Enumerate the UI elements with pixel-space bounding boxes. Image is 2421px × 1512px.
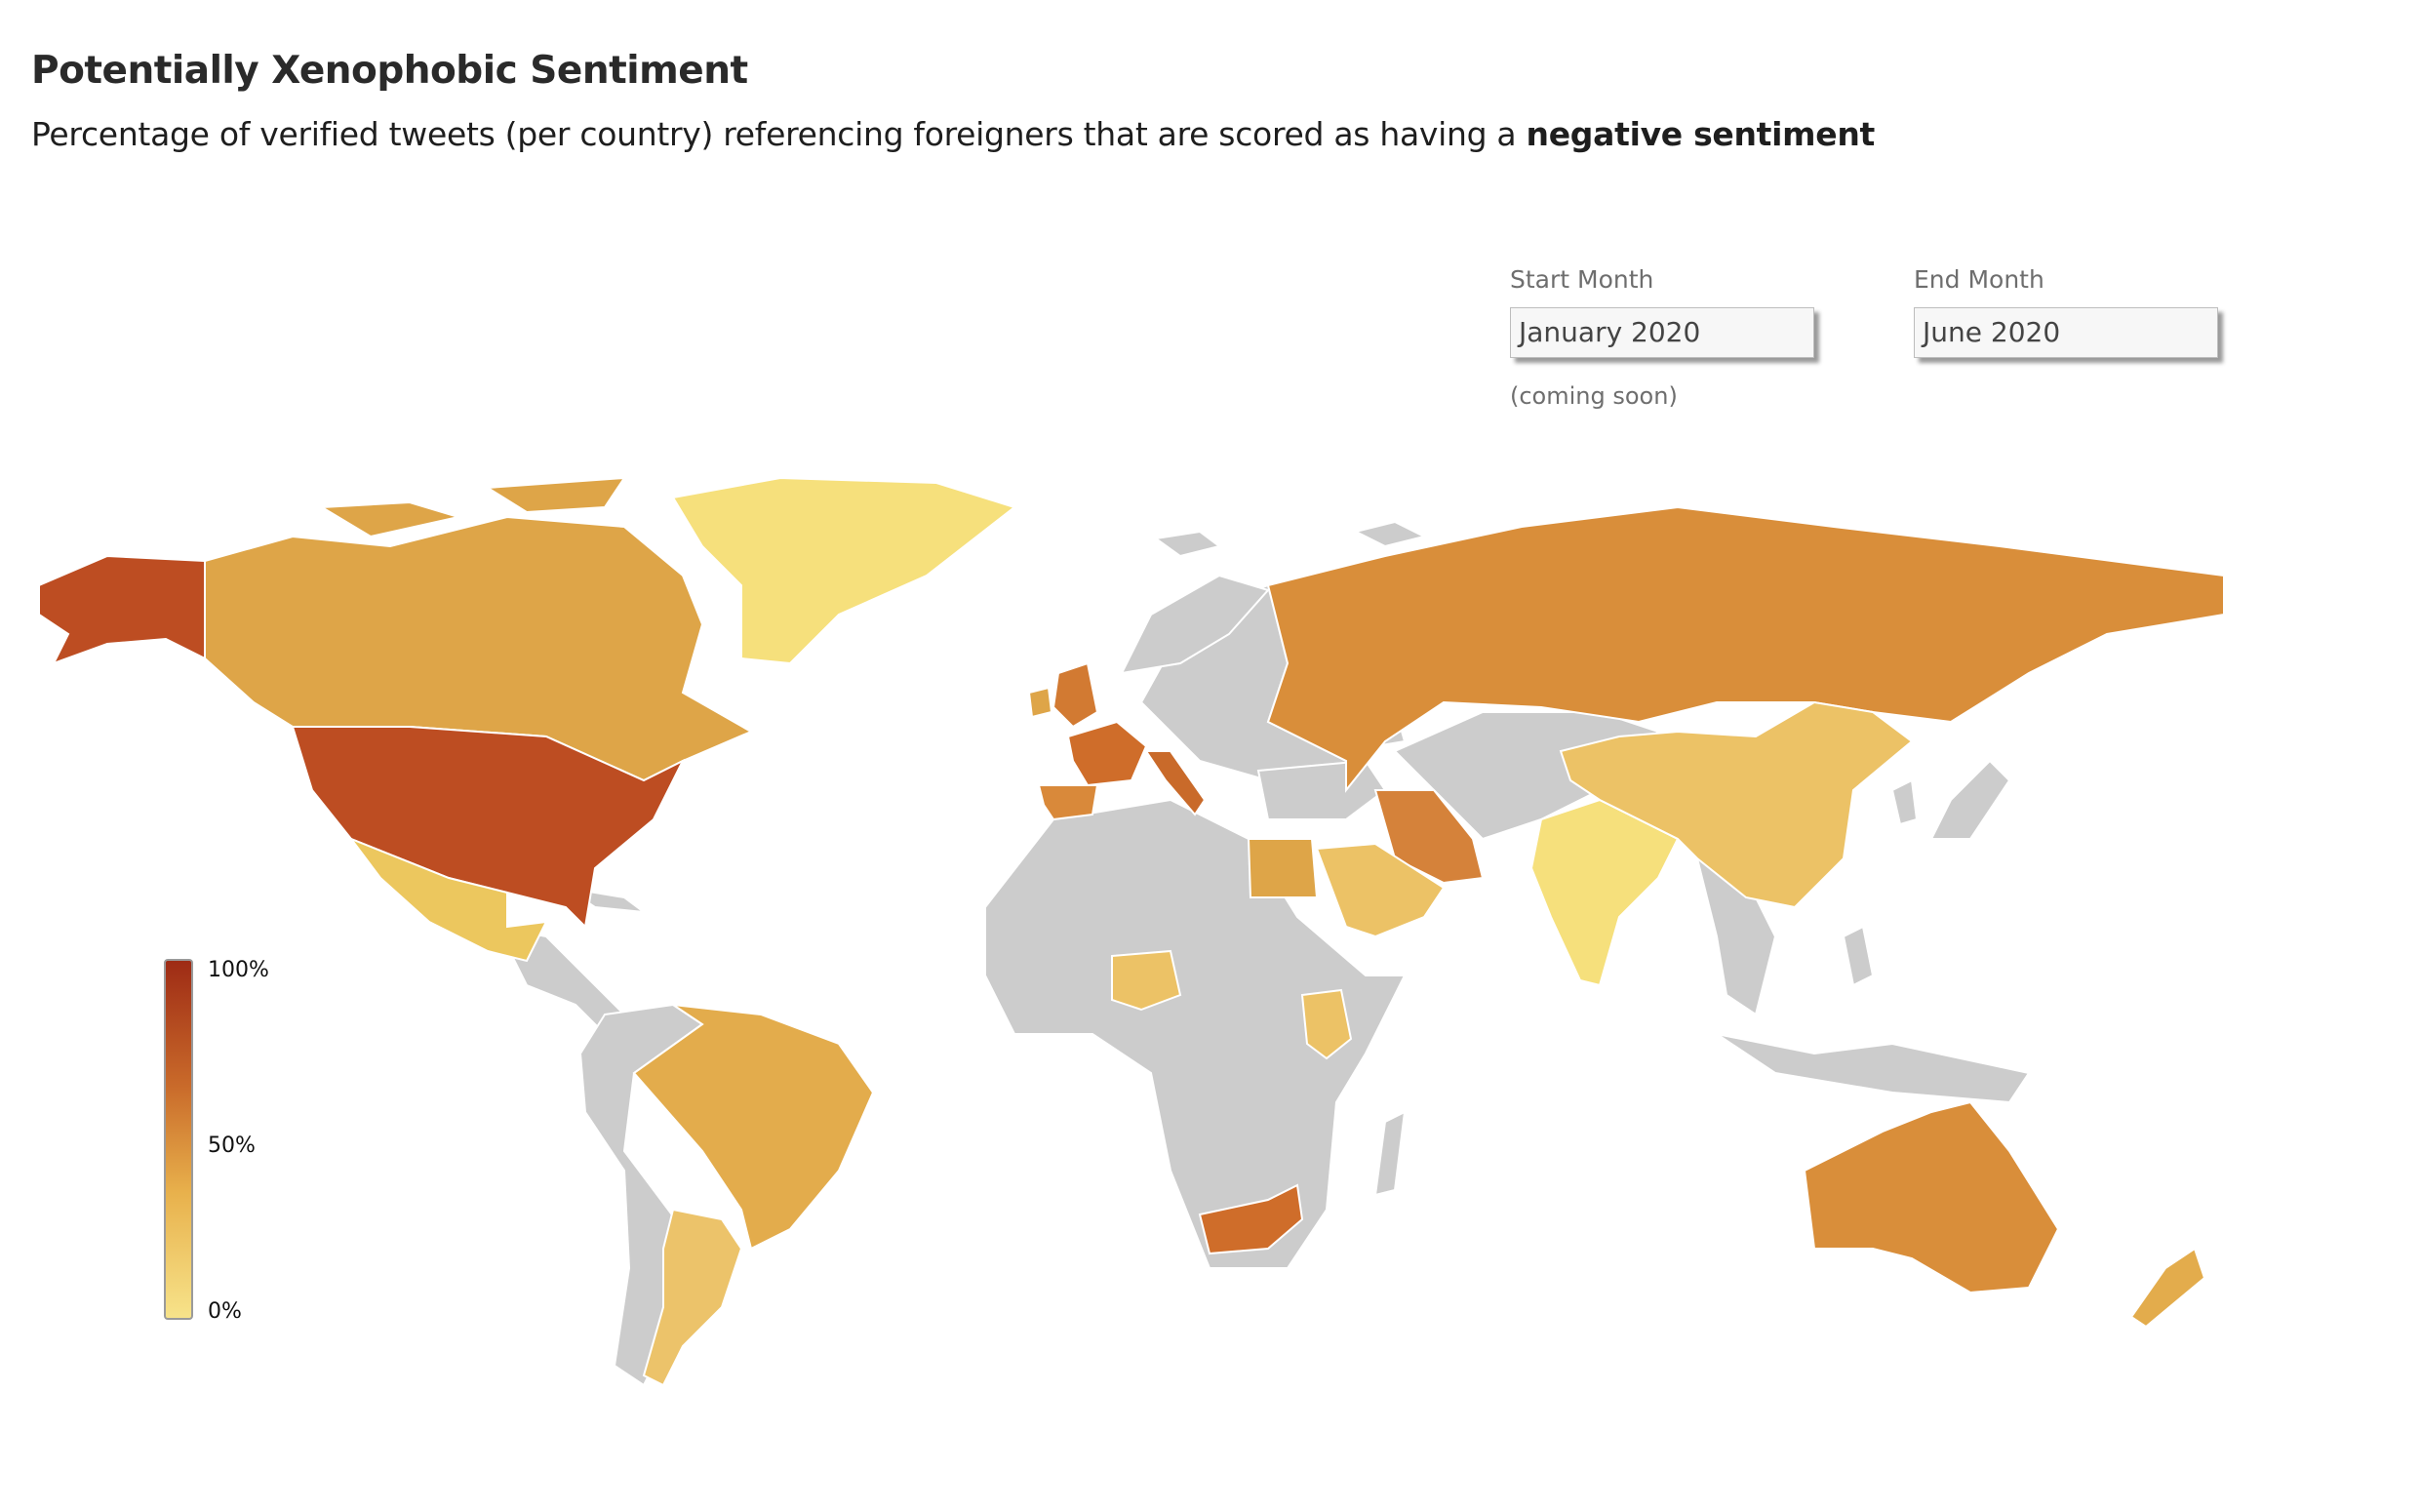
- country-brazil[interactable]: [632, 1004, 875, 1251]
- legend-tick-0: 0%: [208, 1299, 242, 1324]
- subtitle-emphasis: negative sentiment: [1526, 115, 1876, 153]
- end-month-label: End Month: [1914, 265, 2044, 294]
- region-scandinavia: [1120, 574, 1270, 675]
- country-argentina[interactable]: [642, 1208, 743, 1387]
- country-australia[interactable]: [1803, 1100, 2060, 1294]
- subtitle-text: Percentage of verified tweets (per count…: [31, 115, 1527, 153]
- world-map: [38, 476, 2225, 1387]
- country-mexico[interactable]: [348, 836, 548, 963]
- legend-color-scale: [164, 959, 193, 1320]
- country-new-zealand[interactable]: [2129, 1247, 2206, 1329]
- country-canada-arctic-islands[interactable]: [318, 476, 626, 538]
- country-italy[interactable]: [1144, 750, 1207, 816]
- end-month-select[interactable]: June 2020: [1914, 307, 2218, 358]
- start-month-label: Start Month: [1510, 265, 1654, 294]
- region-middle-east: [1256, 759, 1387, 820]
- country-canada[interactable]: [204, 515, 754, 782]
- region-africa: [984, 798, 1407, 1269]
- legend-tick-100: 100%: [208, 958, 269, 982]
- region-korea: [1890, 778, 1919, 826]
- region-philippines: [1842, 925, 1875, 987]
- region-indonesia: [1716, 1033, 2031, 1104]
- page-title: Potentially Xenophobic Sentiment: [31, 49, 748, 93]
- country-ireland[interactable]: [1027, 686, 1053, 719]
- country-united-kingdom[interactable]: [1052, 661, 1099, 729]
- country-saudi-arabia[interactable]: [1315, 842, 1446, 938]
- page-subtitle: Percentage of verified tweets (per count…: [31, 115, 1875, 153]
- region-japan: [1929, 759, 2011, 840]
- country-nigeria[interactable]: [1111, 949, 1182, 1012]
- region-madagascar: [1373, 1110, 1407, 1197]
- country-france[interactable]: [1066, 720, 1148, 787]
- region-iceland: [1153, 530, 1222, 558]
- country-china[interactable]: [1559, 700, 1914, 909]
- start-month-select[interactable]: January 2020: [1510, 307, 1814, 358]
- legend-tick-50: 50%: [208, 1134, 256, 1158]
- country-alaska[interactable]: [38, 554, 206, 665]
- coming-soon-note: (coming soon): [1510, 382, 1678, 410]
- country-kenya[interactable]: [1300, 988, 1353, 1060]
- country-greenland[interactable]: [671, 476, 1017, 665]
- country-spain[interactable]: [1037, 784, 1099, 821]
- country-egypt[interactable]: [1247, 838, 1319, 898]
- region-svalbard: [1353, 520, 1427, 548]
- country-south-africa[interactable]: [1198, 1183, 1304, 1255]
